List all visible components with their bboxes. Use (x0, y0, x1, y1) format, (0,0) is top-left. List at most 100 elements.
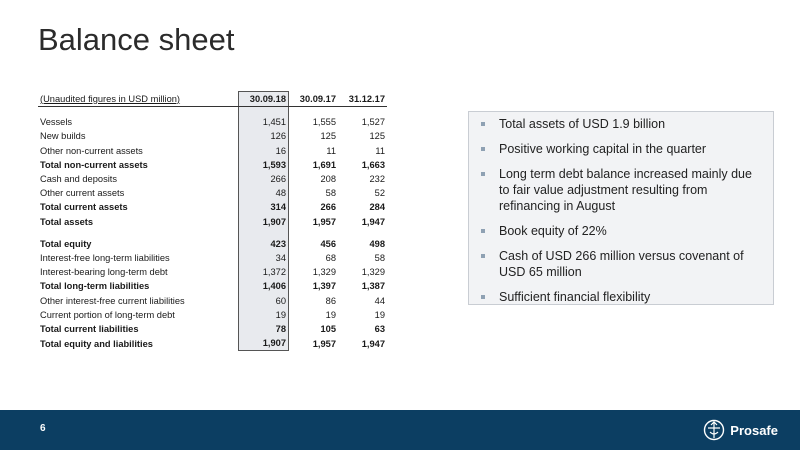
table-row-total: Total equity 423 456 498 (38, 236, 387, 252)
row-label: Cash and deposits (40, 174, 118, 185)
cell-value: 44 (374, 295, 385, 306)
cell-value: 284 (369, 202, 385, 213)
row-label: New builds (40, 131, 86, 142)
cell-value: 1,555 (312, 117, 336, 128)
cell-value: 1,947 (361, 216, 385, 227)
cell-value: 19 (238, 307, 289, 323)
cell-value: 1,527 (361, 117, 385, 128)
cell-value: 1,372 (238, 265, 289, 280)
page-title: Balance sheet (38, 22, 235, 57)
cell-value: 1,329 (312, 267, 336, 278)
cell-value: 86 (325, 295, 336, 306)
cell-value: 11 (375, 145, 385, 156)
row-label: Total current liabilities (40, 324, 139, 335)
cell-value: 1,691 (312, 159, 336, 170)
row-label: Total equity and liabilities (40, 338, 153, 349)
cell-value: 1,907 (238, 214, 289, 229)
row-label: Current portion of long-term debt (40, 309, 175, 320)
cell-value: 232 (369, 174, 385, 185)
row-label: Other interest-free current liabilities (40, 295, 185, 306)
table-row: Current portion of long-term debt 19 19 … (38, 307, 387, 323)
table-row-total: Total current liabilities 78 105 63 (38, 322, 387, 337)
bullet-text: Book equity of 22% (499, 224, 607, 238)
cell-value: 1,387 (361, 281, 385, 292)
cell-value: 1,329 (361, 267, 385, 278)
cell-value: 58 (325, 188, 336, 199)
prosafe-emblem-icon (704, 419, 725, 441)
cell-value: 52 (374, 188, 385, 199)
bullet-square-icon (481, 295, 485, 299)
row-label: Interest-free long-term liabilities (40, 253, 170, 264)
cell-value: 11 (326, 145, 336, 156)
cell-value: 1,663 (361, 159, 385, 170)
cell-value: 1,907 (238, 336, 289, 352)
table-row-total: Total current assets 314 266 284 (38, 200, 387, 215)
balance-sheet-table: (Unaudited figures in USD million) 30.09… (38, 90, 387, 352)
cell-value: 48 (238, 186, 289, 201)
table-header-row: (Unaudited figures in USD million) 30.09… (38, 90, 387, 108)
bullet-item: Cash of USD 266 million versus covenant … (481, 248, 761, 280)
table-row: Interest-bearing long-term debt 1,372 1,… (38, 265, 387, 280)
cell-value: 1,406 (238, 279, 289, 294)
cell-value: 16 (238, 143, 289, 158)
cell-value: 105 (320, 324, 336, 335)
cell-value: 125 (369, 131, 385, 142)
cell-value: 1,593 (238, 157, 289, 173)
row-label: Other current assets (40, 188, 125, 199)
cell-value: 1,947 (361, 338, 385, 349)
column-header: 30.09.18 (238, 90, 289, 108)
bullet-item: Positive working capital in the quarter (481, 141, 761, 157)
spacer-row (38, 106, 387, 116)
table-row: Cash and deposits 266 208 232 (38, 172, 387, 187)
cell-value: 1,957 (312, 338, 336, 349)
bullet-text: Cash of USD 266 million versus covenant … (499, 249, 744, 279)
row-label: Total current assets (40, 202, 128, 213)
table-row: Other interest-free current liabilities … (38, 293, 387, 308)
table-row-total: Total equity and liabilities 1,907 1,957… (38, 336, 387, 352)
table-row: Interest-free long-term liabilities 34 6… (38, 251, 387, 266)
cell-value: 19 (325, 309, 336, 320)
cell-value: 314 (238, 200, 289, 215)
cell-value: 1,957 (312, 216, 336, 227)
bullet-square-icon (481, 254, 485, 258)
key-points-box: Total assets of USD 1.9 billion Positive… (468, 111, 774, 305)
cell-value: 456 (320, 238, 336, 249)
logo-text: Prosafe (730, 422, 778, 438)
company-logo: Prosafe (703, 419, 778, 441)
bullet-text: Total assets of USD 1.9 billion (499, 117, 666, 131)
cell-value: 208 (320, 174, 336, 185)
row-label: Total equity (40, 238, 92, 249)
cell-value: 266 (238, 172, 289, 187)
row-label: Other non-current assets (40, 145, 143, 156)
table-row: Vessels 1,451 1,555 1,527 (38, 115, 387, 130)
bullet-item: Book equity of 22% (481, 223, 761, 239)
table-row-total: Total non-current assets 1,593 1,691 1,6… (38, 157, 387, 173)
key-points-list: Total assets of USD 1.9 billion Positive… (481, 116, 761, 305)
cell-value: 63 (374, 324, 385, 335)
cell-value: 60 (238, 293, 289, 308)
bullet-square-icon (481, 122, 485, 126)
cell-value: 68 (325, 253, 336, 264)
cell-value: 1,397 (312, 281, 336, 292)
cell-value: 19 (374, 309, 385, 320)
row-label: Vessels (40, 117, 73, 128)
page-number: 6 (40, 423, 46, 434)
bullet-text: Positive working capital in the quarter (499, 142, 707, 156)
cell-value: 1,451 (238, 115, 289, 130)
row-label: Total non-current assets (40, 159, 148, 170)
cell-value: 423 (238, 236, 289, 252)
bullet-text: Sufficient financial flexibility (499, 290, 651, 304)
cell-value: 34 (238, 251, 289, 266)
row-label: Interest-bearing long-term debt (40, 267, 168, 278)
table-row-total: Total long-term liabilities 1,406 1,397 … (38, 279, 387, 294)
cell-value: 78 (238, 322, 289, 337)
cell-value: 58 (374, 253, 385, 264)
bullet-item: Long term debt balance increased mainly … (481, 166, 761, 214)
column-header: 31.12.17 (338, 91, 387, 108)
row-label: Total long-term liabilities (40, 281, 150, 292)
table-header-label: (Unaudited figures in USD million) (38, 91, 239, 108)
bullet-square-icon (481, 229, 485, 233)
table-row: New builds 126 125 125 (38, 129, 387, 144)
footer-bar: 6 Prosafe (0, 410, 800, 450)
bullet-square-icon (481, 147, 485, 151)
